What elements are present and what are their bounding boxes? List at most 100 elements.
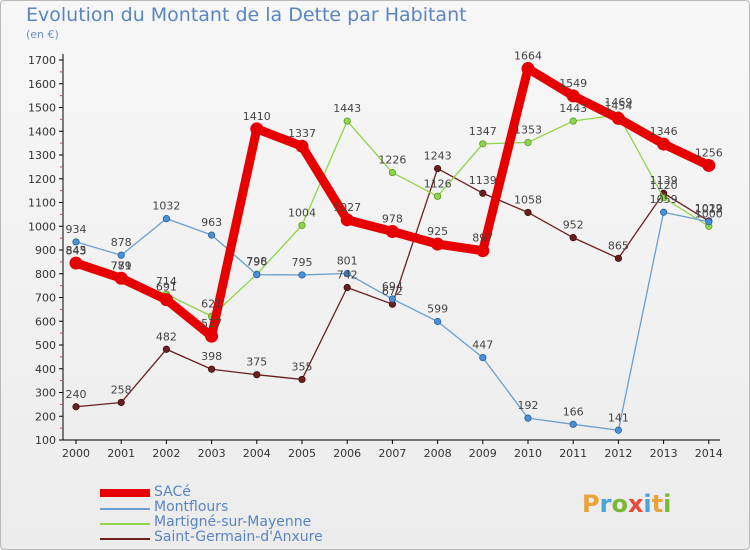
data-point-montflours [659, 208, 668, 216]
data-label-martigne: 1000 [695, 207, 723, 220]
data-point-martigne [524, 138, 532, 147]
data-point-montflours [614, 426, 623, 434]
data-label-sace: 897 [472, 232, 493, 245]
logo-letter: i [643, 490, 652, 518]
legend-swatch-saint-germain [100, 538, 150, 540]
data-label-saint-germain: 865 [608, 239, 629, 252]
data-point-sace [250, 122, 264, 136]
data-label-saint-germain: 240 [66, 388, 87, 401]
legend-label-martigne: Martigné-sur-Mayenne [154, 514, 312, 530]
data-label-montflours: 694 [382, 280, 403, 293]
data-point-martigne [343, 117, 351, 125]
data-label-montflours: 166 [563, 405, 584, 418]
data-label-martigne: 798 [246, 255, 267, 268]
x-tick-label: 2003 [198, 447, 226, 460]
y-tick-label: 1000 [28, 220, 56, 233]
y-tick-label: 300 [35, 387, 56, 400]
data-label-martigne: 779 [111, 260, 132, 273]
data-label-martigne: 621 [201, 297, 222, 310]
legend-item-saint-germain: Saint-Germain-d'Anxure [100, 529, 340, 545]
data-label-saint-germain: 375 [246, 356, 267, 369]
data-label-sace: 1549 [559, 77, 587, 90]
data-label-saint-germain: 1243 [424, 150, 452, 163]
y-tick-label: 1200 [28, 173, 56, 186]
data-label-montflours: 1059 [650, 193, 678, 206]
legend-label-montflours: Montflours [154, 499, 229, 515]
data-label-sace: 691 [156, 281, 177, 294]
data-label-sace: 1337 [288, 127, 316, 140]
legend-item-montflours: Montflours [100, 499, 340, 515]
logo-letter: t [651, 490, 664, 518]
chart-title: Evolution du Montant de la Dette par Hab… [26, 4, 467, 26]
y-tick-label: 100 [35, 434, 56, 447]
x-tick-label: 2013 [650, 447, 678, 460]
unit-label: (en €) [26, 28, 59, 41]
x-tick-label: 2000 [62, 447, 90, 460]
data-label-saint-germain: 398 [201, 350, 222, 363]
x-tick-label: 2006 [333, 447, 361, 460]
proxiti-logo: Proxiti [582, 490, 692, 524]
x-tick-label: 2009 [469, 447, 497, 460]
logo-letter: r [599, 490, 612, 518]
data-label-martigne: 1443 [559, 102, 587, 115]
data-label-saint-germain: 258 [111, 383, 132, 396]
data-label-sace: 1664 [514, 50, 542, 63]
x-tick-label: 2011 [559, 447, 587, 460]
data-point-sace [295, 139, 309, 153]
data-point-martigne [569, 117, 577, 125]
data-label-martigne: 1443 [333, 102, 361, 115]
data-point-martigne [433, 192, 442, 200]
data-label-montflours: 192 [518, 399, 539, 412]
data-label-montflours: 599 [427, 302, 448, 315]
data-point-montflours [72, 238, 80, 246]
data-label-martigne: 1347 [469, 125, 497, 138]
data-label-montflours: 447 [472, 339, 493, 352]
data-label-sace: 978 [382, 212, 403, 225]
y-tick-label: 1400 [28, 125, 56, 138]
data-point-saint-germain [298, 375, 306, 384]
data-point-sace [521, 62, 535, 76]
data-label-martigne: 1126 [424, 177, 452, 190]
data-point-sace [702, 158, 716, 172]
data-label-sace: 1454 [604, 99, 632, 112]
data-point-saint-germain [524, 208, 532, 217]
data-point-sace [611, 111, 625, 125]
y-tick-label: 1100 [28, 197, 56, 210]
data-label-martigne: 1226 [378, 154, 406, 167]
logo-letter: o [611, 490, 628, 518]
data-point-saint-germain [433, 164, 442, 173]
y-tick-label: 400 [35, 363, 56, 376]
legend-label-sace: SACé [154, 484, 191, 500]
data-label-saint-germain: 1139 [650, 174, 678, 187]
data-point-montflours [433, 317, 442, 326]
y-tick-label: 900 [35, 244, 56, 257]
data-label-montflours: 963 [201, 216, 222, 229]
data-point-montflours [705, 218, 713, 226]
data-point-sace [476, 244, 490, 258]
data-label-sace: 1256 [695, 146, 723, 159]
data-point-saint-germain [72, 403, 80, 411]
data-label-montflours: 1032 [152, 200, 180, 213]
x-tick-label: 2007 [378, 447, 406, 460]
y-tick-label: 1300 [28, 149, 56, 162]
data-point-saint-germain [162, 345, 170, 353]
data-point-montflours [162, 215, 170, 223]
data-point-sace [566, 89, 580, 103]
x-tick-label: 2014 [695, 447, 723, 460]
y-tick-label: 700 [35, 292, 56, 305]
logo-letter: x [627, 490, 644, 518]
data-point-saint-germain [117, 398, 125, 407]
data-label-montflours: 795 [292, 256, 313, 269]
data-label-saint-germain: 742 [337, 269, 358, 282]
data-point-montflours [388, 295, 396, 303]
data-label-saint-germain: 672 [382, 285, 403, 298]
y-tick-label: 600 [35, 315, 56, 328]
logo-letter: i [663, 490, 672, 518]
data-point-saint-germain [614, 254, 623, 262]
data-point-sace [385, 224, 399, 238]
y-tick-label: 200 [35, 410, 56, 423]
data-label-saint-germain: 355 [292, 360, 313, 373]
data-point-martigne [659, 194, 668, 202]
data-label-saint-germain: 1058 [514, 193, 542, 206]
data-point-saint-germain [569, 234, 577, 242]
